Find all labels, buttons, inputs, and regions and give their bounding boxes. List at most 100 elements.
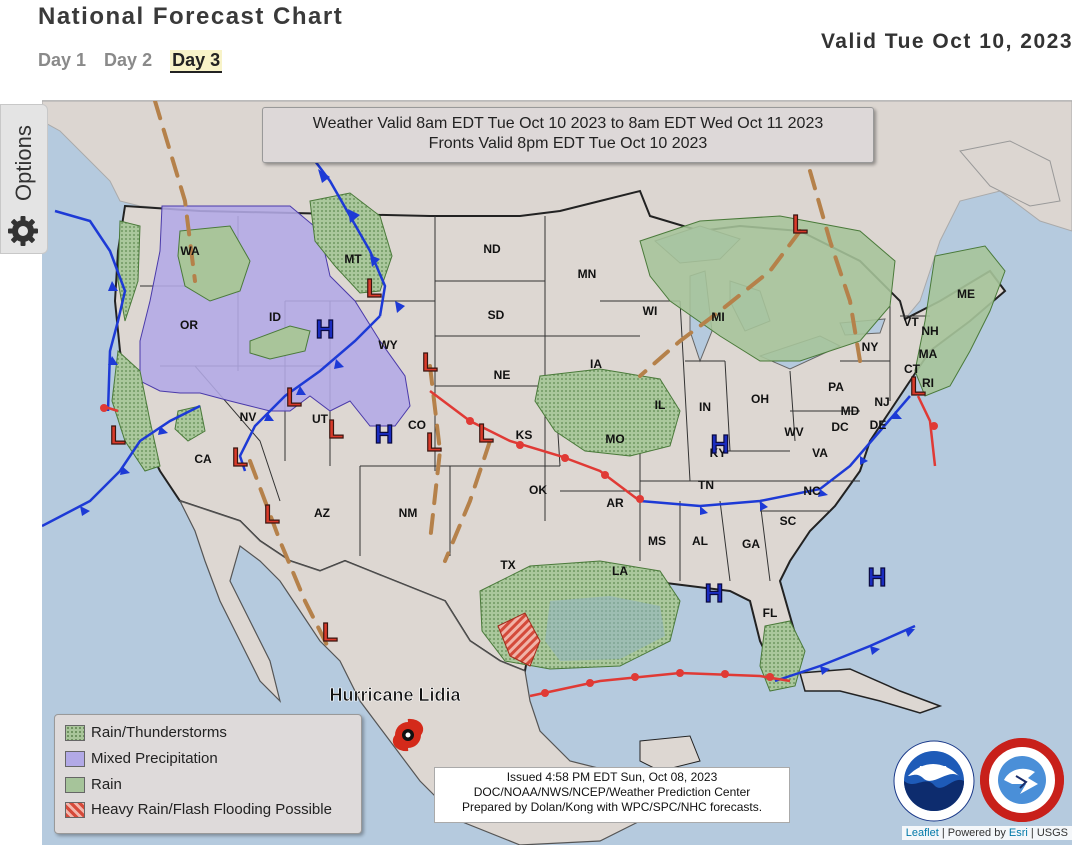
- state-label: PA: [828, 380, 844, 394]
- high-center: H: [316, 314, 335, 344]
- rain-area-id: [249, 325, 311, 360]
- legend-label: Rain: [91, 776, 122, 793]
- high-center: H: [711, 429, 730, 459]
- tab-day-2[interactable]: Day 2: [104, 50, 153, 70]
- state-label: FL: [763, 606, 778, 620]
- state-label: CT: [904, 362, 921, 376]
- state-label: IN: [699, 400, 711, 414]
- map-legend: Rain/Thunderstorms Mixed Precipitation R…: [54, 714, 362, 834]
- legend-swatch: [65, 776, 85, 793]
- low-center: L: [422, 347, 438, 377]
- state-label: ND: [483, 242, 501, 256]
- leaflet-link[interactable]: Leaflet: [905, 827, 939, 839]
- state-label: NM: [399, 506, 418, 520]
- legend-swatch: [65, 750, 85, 767]
- legend-item-mixed: Mixed Precipitation: [65, 750, 218, 767]
- legend-item-heavy-rain: Heavy Rain/Flash Flooding Possible: [65, 801, 332, 818]
- tab-day-3[interactable]: Day 3: [170, 50, 223, 73]
- canada-maritimes: [959, 140, 1061, 207]
- low-center: L: [232, 442, 248, 472]
- valid-date: Valid Tue Oct 10, 2023: [820, 30, 1073, 53]
- state-label: IA: [590, 357, 602, 371]
- rain-area-new-england: [914, 245, 1006, 397]
- state-label: CO: [408, 418, 426, 432]
- state-label: VT: [903, 315, 919, 329]
- legend-label: Mixed Precipitation: [91, 750, 218, 767]
- hurricane-label: Hurricane Lidia: [329, 685, 461, 705]
- state-label: AL: [692, 534, 708, 548]
- state-label: WV: [784, 425, 803, 439]
- state-label: CA: [194, 452, 212, 466]
- state-label: NY: [862, 340, 879, 354]
- legend-swatch: [65, 801, 85, 818]
- low-center: L: [286, 382, 302, 412]
- attribution-text: | USGS: [1027, 827, 1068, 839]
- noaa-logo[interactable]: NOAA: [893, 740, 975, 822]
- legend-label: Heavy Rain/Flash Flooding Possible: [91, 801, 332, 818]
- state-label: AR: [606, 496, 624, 510]
- issued-info-box: Issued 4:58 PM EDT Sun, Oct 08, 2023 DOC…: [434, 767, 790, 823]
- gulf-water-tint: [545, 596, 665, 661]
- state-label: NJ: [874, 395, 889, 409]
- gear-icon: [8, 216, 38, 246]
- low-center: L: [322, 617, 338, 647]
- tab-day-1[interactable]: Day 1: [38, 50, 87, 70]
- low-center: L: [110, 420, 126, 450]
- rain-thunder-california: [111, 349, 161, 472]
- state-label: UT: [312, 412, 329, 426]
- state-label: MD: [841, 404, 860, 418]
- low-center: L: [910, 371, 926, 401]
- heavy-rain-area-texas: [497, 612, 541, 667]
- options-label: Options: [11, 125, 36, 201]
- low-center: L: [792, 209, 808, 239]
- state-label: MS: [648, 534, 666, 548]
- options-panel-toggle[interactable]: Options: [0, 104, 48, 254]
- attribution-text: | Powered by: [938, 827, 1009, 839]
- high-pressure-centers: H H H H H: [315, 313, 887, 608]
- rain-thunder-midwest: [534, 368, 681, 457]
- low-center: L: [366, 273, 382, 303]
- state-label: IL: [655, 398, 666, 412]
- state-label: WY: [378, 338, 397, 352]
- legend-item-rain-thunder: Rain/Thunderstorms: [65, 724, 227, 741]
- hurricane-icon: [392, 718, 424, 752]
- prepared-by: Prepared by Dolan/Kong with WPC/SPC/NHC …: [461, 800, 763, 814]
- state-label: VA: [812, 446, 828, 460]
- low-center: L: [478, 418, 494, 448]
- issuing-office: DOC/NOAA/NWS/NCEP/Weather Prediction Cen…: [473, 785, 751, 799]
- state-label: DE: [870, 418, 887, 432]
- state-label: NC: [803, 484, 821, 498]
- high-center: H: [705, 578, 724, 608]
- state-labels: WA OR CA ID NV MT WY UT AZ CO NM ND SD N…: [180, 242, 975, 620]
- state-label: MA: [919, 347, 938, 361]
- low-center: L: [328, 414, 344, 444]
- state-label: OR: [180, 318, 198, 332]
- legend-swatch: [65, 724, 85, 741]
- high-center: H: [868, 562, 887, 592]
- state-label: ID: [269, 310, 281, 324]
- state-label: SD: [488, 308, 505, 322]
- esri-link[interactable]: Esri: [1008, 827, 1028, 839]
- state-label: MO: [605, 432, 624, 446]
- state-label: TN: [698, 478, 714, 492]
- yucatan: [639, 735, 701, 772]
- rain-area-great-lakes: [639, 215, 896, 362]
- day-tabs: Day 1 Day 2 Day 3: [38, 50, 223, 73]
- legend-label: Rain/Thunderstorms: [91, 724, 227, 741]
- state-label: WI: [643, 304, 658, 318]
- noaa-logo-text: NOAA: [919, 765, 948, 776]
- state-label: RI: [922, 376, 934, 390]
- nws-logo[interactable]: [980, 738, 1064, 822]
- state-label: KY: [710, 446, 727, 460]
- high-center: H: [375, 419, 394, 449]
- low-center: L: [264, 499, 280, 529]
- state-label: AZ: [314, 506, 330, 520]
- state-label: ME: [957, 287, 975, 301]
- state-label: SC: [780, 514, 797, 528]
- state-label: DC: [831, 420, 849, 434]
- low-center: L: [426, 427, 442, 457]
- state-label: NH: [921, 324, 938, 338]
- mexico-landmass: [178, 499, 641, 845]
- weather-valid-box: Weather Valid 8am EDT Tue Oct 10 2023 to…: [262, 107, 874, 163]
- cold-front-triangles: [80, 169, 915, 675]
